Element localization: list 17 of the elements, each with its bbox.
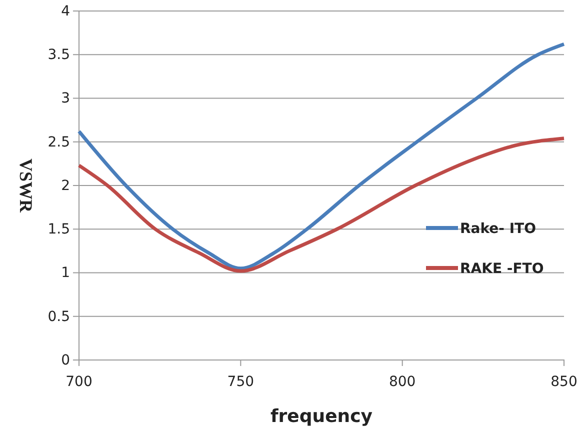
y-tick-label: 3.5 [48, 47, 70, 64]
y-tick-label: 1.5 [48, 222, 70, 238]
y-tick-label: 1 [61, 265, 70, 282]
x-tick-label: 800 [388, 374, 416, 390]
x-tick-label: 750 [227, 374, 254, 390]
y-tick-label: 3 [61, 90, 70, 107]
y-axis-title: VSWR [16, 158, 36, 214]
y-tick-label: 0 [61, 352, 70, 368]
x-axis-title: frequency [270, 406, 373, 427]
y-tick-label: 0.5 [48, 308, 70, 325]
x-tick-label: 700 [66, 374, 92, 390]
x-tick-label: 850 [550, 374, 578, 390]
y-tick-label: 2.5 [48, 134, 70, 150]
y-tick-label: 2 [61, 178, 70, 194]
y-tick-label: 4 [61, 3, 70, 20]
legend-label: RAKE -FTO [460, 261, 544, 277]
legend-label: Rake- ITO [460, 221, 536, 237]
